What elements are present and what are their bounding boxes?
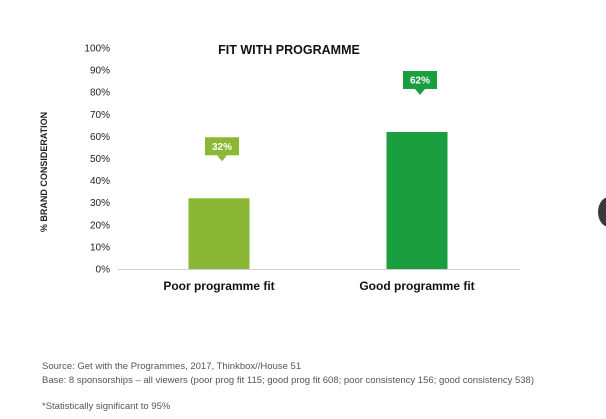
source-note: Source: Get with the Programmes, 2017, T… <box>42 361 302 372</box>
y-tick-label: 0% <box>96 265 111 276</box>
y-tick-label: 40% <box>90 176 110 187</box>
svg-text:62%: 62% <box>410 75 430 86</box>
x-tick-label: Good programme fit <box>359 279 474 293</box>
y-tick-label: 20% <box>90 220 110 231</box>
side-handle <box>598 197 606 227</box>
y-tick-label: 10% <box>90 242 110 253</box>
y-tick-label: 70% <box>90 110 110 121</box>
y-tick-label: 50% <box>90 154 110 165</box>
y-axis-ticks: 0% 10% 20% 30% 40% 50% 60% 70% 80% 90% 100% <box>84 44 110 276</box>
y-tick-label: 60% <box>90 132 110 143</box>
y-tick-label: 90% <box>90 66 110 77</box>
data-label: 62% <box>403 70 437 95</box>
bar <box>386 131 448 269</box>
y-tick-label: 100% <box>84 44 110 55</box>
y-axis-label: % BRAND CONSIDERATION <box>39 112 49 232</box>
y-tick-label: 30% <box>90 198 110 209</box>
y-tick-label: 80% <box>90 88 110 99</box>
svg-text:32%: 32% <box>212 142 232 153</box>
x-tick-label: Poor programme fit <box>163 279 274 293</box>
bar <box>188 198 250 269</box>
bars: 32% Poor programme fit 62% Good programme f… <box>163 70 475 293</box>
base-note: Base: 8 sponsorships – all viewers (poor… <box>42 375 535 386</box>
significance-note: *Statistically significant to 95% <box>42 401 171 412</box>
data-label: 32% <box>205 137 239 162</box>
chart-title: FIT WITH PROGRAMME <box>218 43 360 57</box>
